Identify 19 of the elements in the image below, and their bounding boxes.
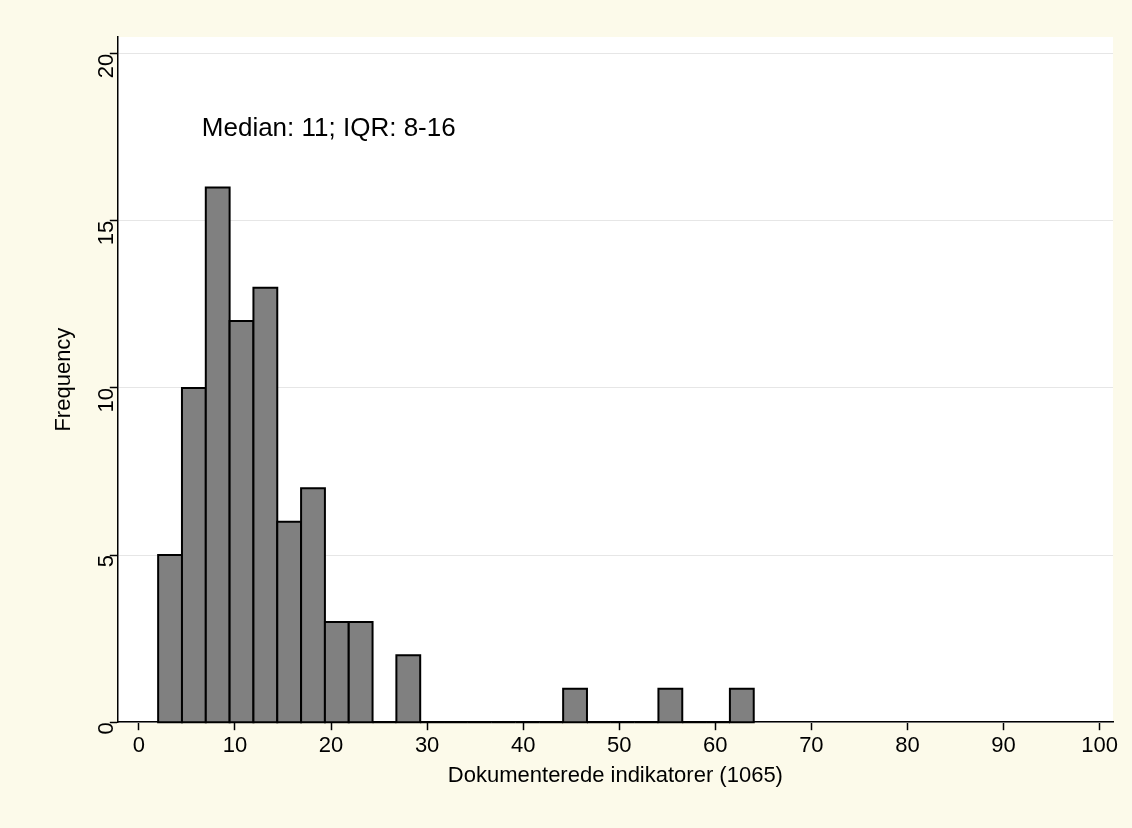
x-axis-title: Dokumenterede indikatorer (1065) bbox=[447, 761, 783, 787]
x-tick-label: 100 bbox=[1081, 732, 1118, 758]
x-tick-label: 40 bbox=[510, 732, 536, 758]
y-tick-label: 15 bbox=[92, 220, 118, 246]
y-axis-title: Frequency bbox=[50, 327, 76, 432]
x-tick-label: 80 bbox=[895, 732, 920, 758]
x-tick-label: 0 bbox=[132, 732, 146, 758]
x-tick-label: 10 bbox=[222, 732, 248, 758]
x-tick-label: 50 bbox=[607, 732, 632, 758]
y-tick-label: 5 bbox=[92, 555, 118, 568]
annotation: Median: 11; IQR: 8-16 bbox=[201, 112, 456, 143]
x-tick-label: 90 bbox=[991, 732, 1016, 758]
y-tick-label: 10 bbox=[92, 387, 118, 413]
y-tick-label: 0 bbox=[92, 722, 118, 735]
x-tick-label: 60 bbox=[703, 732, 728, 758]
x-tick-label: 20 bbox=[318, 732, 344, 758]
y-tick-label: 20 bbox=[92, 53, 118, 79]
x-tick-label: 70 bbox=[799, 732, 824, 758]
x-tick-label: 30 bbox=[414, 732, 440, 758]
